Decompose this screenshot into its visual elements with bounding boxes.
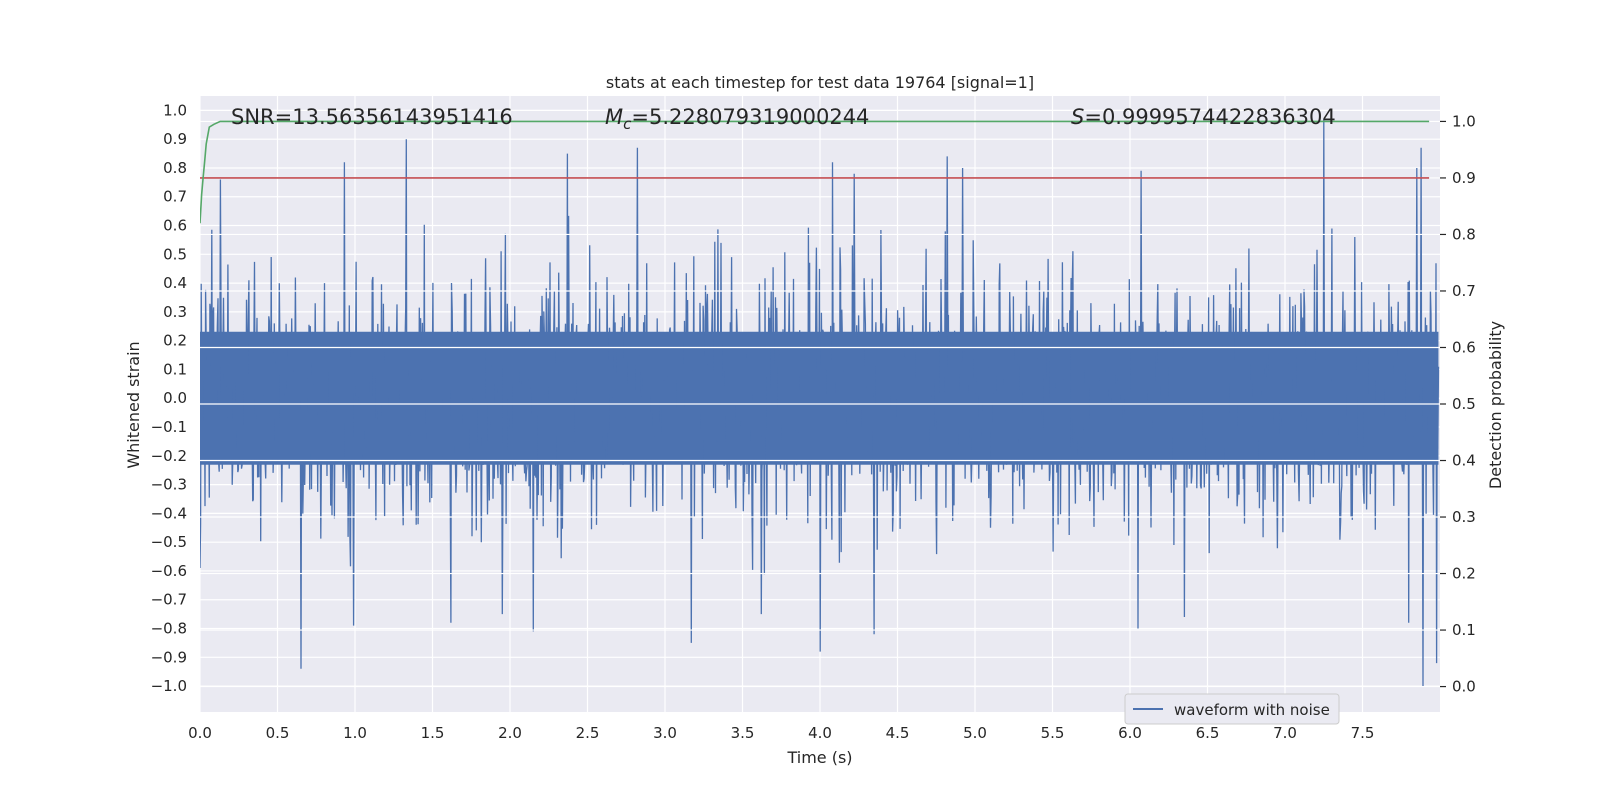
x-tick-label: 4.0 (808, 724, 832, 742)
x-tick-label: 0.5 (266, 724, 290, 742)
x-tick-label: 3.0 (653, 724, 677, 742)
legend: waveform with noise (1124, 693, 1340, 725)
x-axis-label: Time (s) (786, 748, 852, 767)
x-tick-label: 2.5 (576, 724, 600, 742)
y-tick-label: 0.7 (163, 188, 187, 206)
y2-tick-label: 0.7 (1452, 282, 1476, 300)
score-value: =0.9999574422836304 (1084, 105, 1335, 129)
x-tick-label: 1.5 (421, 724, 445, 742)
x-tick-label: 7.5 (1351, 724, 1375, 742)
x-tick-label: 6.0 (1118, 724, 1142, 742)
y2-tick-label: 0.3 (1452, 508, 1476, 526)
y-tick-label: −0.1 (151, 418, 187, 436)
y2-tick-label: 0.1 (1452, 621, 1476, 639)
y-tick-label: −0.7 (151, 591, 187, 609)
y2-axis-label: Detection probability (1486, 321, 1505, 489)
y-axis-label: Whitened strain (124, 341, 143, 468)
x-tick-label: 7.0 (1273, 724, 1297, 742)
y-tick-label: 0.2 (163, 332, 187, 350)
y-tick-label: −0.9 (151, 648, 187, 666)
chirp-mass-symbol: M (605, 105, 623, 129)
y2-tick-label: 0.2 (1452, 565, 1476, 583)
y-tick-label: −0.4 (151, 504, 187, 522)
y-tick-label: 0.1 (163, 360, 187, 378)
y2-tick-label: 0.6 (1452, 338, 1476, 356)
y-tick-label: 0.4 (163, 274, 187, 292)
y-tick-label: 0.9 (163, 130, 187, 148)
y2-tick-label: 0.0 (1452, 678, 1476, 696)
legend-box (1124, 693, 1340, 725)
score-annotation: S=0.9999574422836304 (1071, 105, 1336, 129)
y2-tick-label: 0.8 (1452, 225, 1476, 243)
x-tick-label: 0.0 (188, 724, 212, 742)
score-symbol: S (1071, 105, 1084, 129)
y-tick-label: 0.5 (163, 245, 187, 263)
y-tick-label: 0.3 (163, 303, 187, 321)
y2-tick-label: 0.4 (1452, 452, 1476, 470)
y-tick-label: −0.5 (151, 533, 187, 551)
y-tick-label: 0.0 (163, 389, 187, 407)
y-tick-label: −0.6 (151, 562, 187, 580)
x-tick-label: 5.5 (1041, 724, 1065, 742)
x-tick-label: 4.5 (886, 724, 910, 742)
waveform-series (200, 118, 1440, 687)
chirp-mass-subscript: c (623, 115, 632, 133)
x-axis-ticks: 0.0 0.5 1.0 1.5 2.0 2.5 3.0 3.5 4.0 4.5 5.0 5.5 6.0 6… (188, 724, 1374, 742)
x-tick-label: 6.5 (1196, 724, 1220, 742)
x-tick-label: 2.0 (498, 724, 522, 742)
y-tick-label: 0.6 (163, 217, 187, 235)
y2-tick-label: 0.5 (1452, 395, 1476, 413)
y-axis-ticks: 1.0 0.9 0.8 0.7 0.6 0.5 0.4 0.3 0.2 0.1 0.0 −0.1 −0.… (151, 101, 187, 695)
chirp-mass-value: =5.228079319000244 (631, 105, 869, 129)
waveform-line (200, 118, 1440, 687)
y2-axis-ticks: 1.0 0.9 0.8 0.7 0.6 0.5 0.4 0.3 0.2 0.1 0.0 (1440, 112, 1476, 696)
legend-label-waveform: waveform with noise (1174, 701, 1330, 719)
y-tick-label: 0.8 (163, 159, 187, 177)
x-tick-label: 3.5 (731, 724, 755, 742)
detection-probability-line (200, 120, 1430, 224)
y-tick-label: −1.0 (151, 677, 187, 695)
y-tick-label: 1.0 (163, 101, 187, 119)
snr-annotation: SNR=13.56356143951416 (231, 105, 513, 129)
y-tick-label: −0.3 (151, 476, 187, 494)
probability-series (200, 120, 1430, 224)
y2-tick-label: 1.0 (1452, 112, 1476, 130)
y-tick-label: −0.2 (151, 447, 187, 465)
x-tick-label: 5.0 (963, 724, 987, 742)
chirp-mass-annotation: Mc=5.228079319000244 (605, 105, 869, 133)
y2-tick-label: 0.9 (1452, 169, 1476, 187)
chart-title: stats at each timestep for test data 197… (606, 73, 1034, 92)
y-tick-label: −0.8 (151, 620, 187, 638)
x-tick-label: 1.0 (343, 724, 367, 742)
